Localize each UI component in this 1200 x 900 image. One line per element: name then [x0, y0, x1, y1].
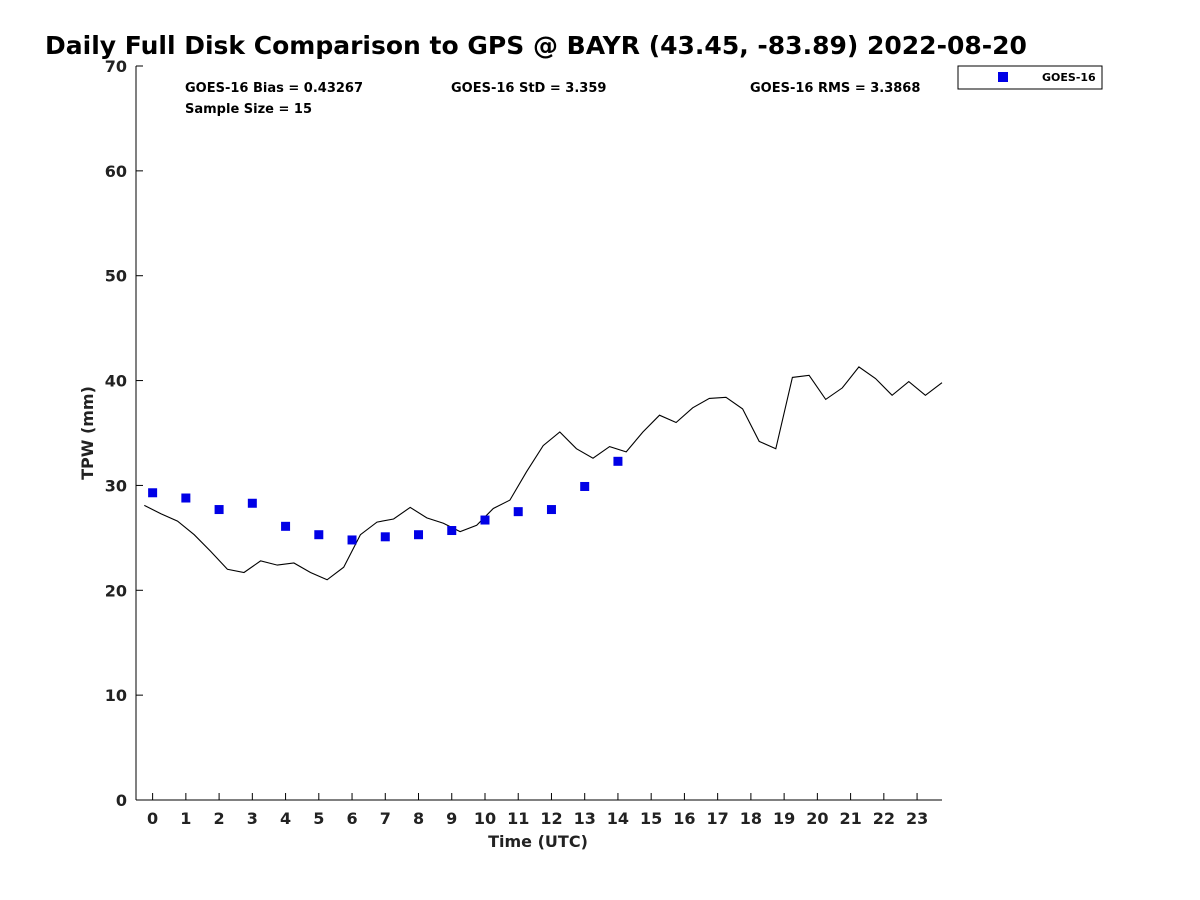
x-tick-label: 17 — [707, 809, 729, 828]
y-tick-label: 20 — [105, 581, 127, 600]
y-tick-label: 50 — [105, 267, 127, 286]
legend: GOES-16 — [957, 65, 1103, 90]
y-tick-label: 60 — [105, 162, 127, 181]
x-tick-label: 19 — [773, 809, 795, 828]
goes16-point — [513, 507, 523, 517]
stat-rms: GOES-16 RMS = 3.3868 — [750, 81, 920, 96]
stat-std: GOES-16 StD = 3.359 — [451, 81, 606, 96]
goes16-point — [148, 488, 158, 498]
x-axis-label: Time (UTC) — [488, 832, 588, 851]
x-tick-label: 15 — [640, 809, 662, 828]
goes16-point — [613, 456, 623, 466]
goes16-point — [181, 493, 191, 503]
x-tick-label: 13 — [574, 809, 596, 828]
x-tick-label: 4 — [280, 809, 291, 828]
y-axis-ticks: 0 10 20 30 40 50 60 70 — [105, 57, 143, 810]
x-tick-label: 9 — [446, 809, 457, 828]
stat-bias: GOES-16 Bias = 0.43267 — [185, 81, 363, 96]
x-tick-label: 8 — [413, 809, 424, 828]
x-tick-label: 5 — [313, 809, 324, 828]
goes16-point — [347, 535, 357, 545]
legend-label-goes16: GOES-16 — [1042, 71, 1096, 84]
x-tick-label: 14 — [607, 809, 629, 828]
goes16-point — [214, 505, 224, 515]
legend-box — [957, 65, 1103, 90]
x-tick-label: 10 — [474, 809, 496, 828]
x-tick-label: 11 — [507, 809, 529, 828]
x-tick-label: 6 — [346, 809, 357, 828]
x-tick-label: 3 — [247, 809, 258, 828]
x-axis-ticks: 0 1 2 3 4 5 6 7 8 9 10 11 12 13 14 15 16 17 18 19 20 21 22 23 — [147, 793, 928, 828]
goes16-point — [580, 481, 590, 491]
y-tick-label: 30 — [105, 476, 127, 495]
y-tick-label: 10 — [105, 686, 127, 705]
x-tick-label: 16 — [673, 809, 695, 828]
y-tick-label: 70 — [105, 57, 127, 76]
goes16-point — [480, 515, 490, 525]
x-tick-label: 18 — [740, 809, 762, 828]
goes16-point — [314, 530, 324, 540]
stat-sample-size: Sample Size = 15 — [185, 102, 312, 117]
y-tick-label: 40 — [105, 372, 127, 391]
series-layer — [144, 366, 943, 581]
goes16-point — [247, 498, 257, 508]
goes16-point — [546, 505, 556, 515]
y-axis-label: TPW (mm) — [78, 386, 97, 480]
goes16-point — [414, 530, 424, 540]
plot-axes — [135, 66, 942, 801]
x-tick-label: 1 — [180, 809, 191, 828]
chart-title: Daily Full Disk Comparison to GPS @ BAYR… — [45, 31, 1027, 60]
goes16-point — [447, 526, 457, 536]
gps-series-line — [144, 366, 943, 581]
goes16-point — [281, 521, 291, 531]
x-tick-label: 0 — [147, 809, 158, 828]
x-tick-label: 12 — [540, 809, 562, 828]
x-tick-label: 23 — [906, 809, 928, 828]
x-tick-label: 21 — [839, 809, 861, 828]
x-tick-label: 20 — [806, 809, 828, 828]
y-tick-label: 0 — [116, 791, 127, 810]
legend-marker-goes16 — [998, 72, 1008, 82]
goes16-point — [380, 532, 390, 542]
x-tick-label: 7 — [380, 809, 391, 828]
x-tick-label: 2 — [214, 809, 225, 828]
x-tick-label: 22 — [873, 809, 895, 828]
